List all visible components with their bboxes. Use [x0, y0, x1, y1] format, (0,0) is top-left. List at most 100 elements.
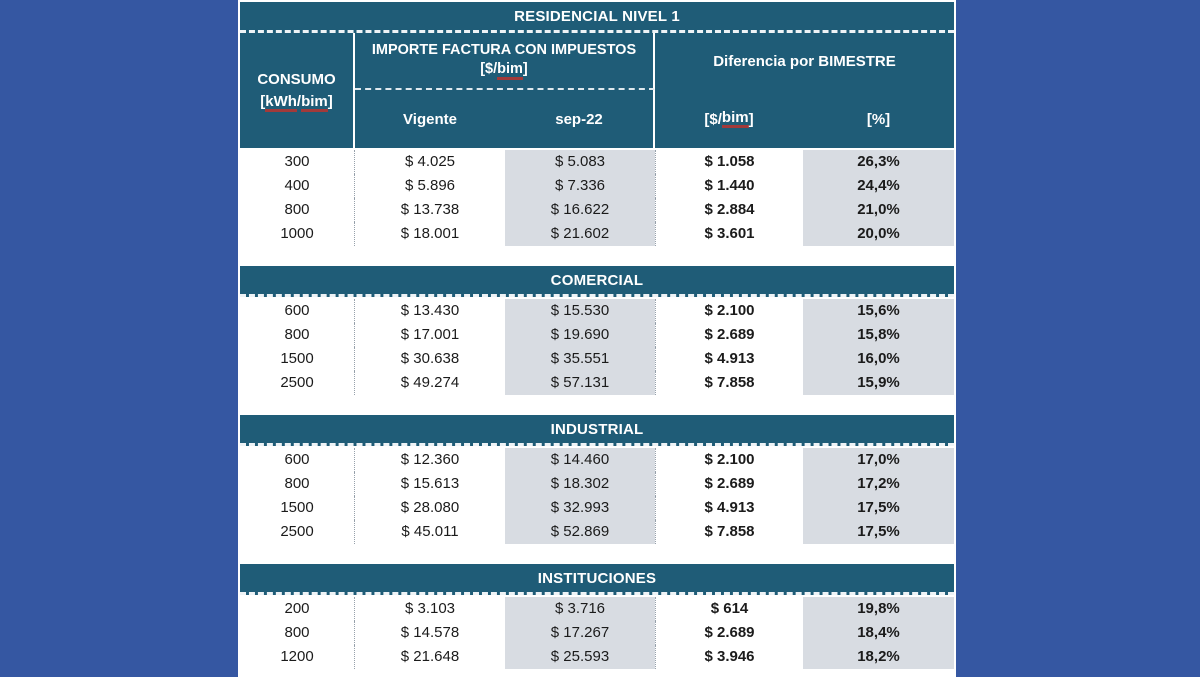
dif-bim-cell: $ 2.689 — [655, 621, 803, 645]
dif-pct-cell: 15,9% — [803, 371, 954, 395]
consumo-cell: 1500 — [240, 347, 355, 371]
table-row: 2500 $ 49.274 $ 57.131 $ 7.858 15,9% — [240, 371, 954, 395]
dif-pct-cell: 18,2% — [803, 645, 954, 669]
sep22-cell: $ 18.302 — [505, 472, 655, 496]
section-gap — [240, 395, 954, 415]
sep22-cell: $ 15.530 — [505, 299, 655, 323]
dif-bim-cell: $ 3.946 — [655, 645, 803, 669]
dif-pct-cell: 21,0% — [803, 198, 954, 222]
table-row: 800 $ 15.613 $ 18.302 $ 2.689 17,2% — [240, 472, 954, 496]
dif-pct-cell: 18,4% — [803, 621, 954, 645]
dif-bim-cell: $ 2.100 — [655, 299, 803, 323]
divider — [240, 446, 954, 448]
dif-bim-cell: $ 2.689 — [655, 472, 803, 496]
section-title: COMERCIAL — [550, 271, 644, 289]
table-row: 800 $ 13.738 $ 16.622 $ 2.884 21,0% — [240, 198, 954, 222]
table-row: 800 $ 14.578 $ 17.267 $ 2.689 18,4% — [240, 621, 954, 645]
consumo-cell: 800 — [240, 198, 355, 222]
dif-pct-cell: 16,0% — [803, 347, 954, 371]
column-group-importe: IMPORTE FACTURA CON IMPUESTOS [$/bim] — [355, 33, 655, 90]
sep22-cell: $ 35.551 — [505, 347, 655, 371]
consumo-cell: 800 — [240, 472, 355, 496]
sep22-cell: $ 5.083 — [505, 150, 655, 174]
vigente-cell: $ 28.080 — [400, 499, 460, 516]
section-title: INSTITUCIONES — [537, 569, 657, 587]
sep22-cell: $ 25.593 — [505, 645, 655, 669]
section-band-instituciones: INSTITUCIONES — [240, 564, 954, 595]
consumo-cell: 600 — [240, 448, 355, 472]
vigente-cell: $ 14.578 — [400, 624, 460, 641]
consumo-cell: 800 — [240, 323, 355, 347]
consumo-cell: 2500 — [240, 520, 355, 544]
dif-bim-cell: $ 1.058 — [655, 150, 803, 174]
dif-bim-cell: $ 614 — [655, 597, 803, 621]
table-row: 600 $ 12.360 $ 14.460 $ 2.100 17,0% — [240, 448, 954, 472]
table-row: 1000 $ 18.001 $ 21.602 $ 3.601 20,0% — [240, 222, 954, 246]
sep22-cell: $ 21.602 — [505, 222, 655, 246]
divider — [240, 595, 954, 597]
dif-pct-cell: 15,8% — [803, 323, 954, 347]
dif-bim-cell: $ 2.689 — [655, 323, 803, 347]
vigente-cell: $ 5.896 — [404, 177, 456, 194]
vigente-cell: $ 30.638 — [400, 350, 460, 367]
section-band-residencial: RESIDENCIAL NIVEL 1 — [240, 2, 954, 33]
sep22-cell: $ 32.993 — [505, 496, 655, 520]
vigente-cell: $ 49.274 — [400, 374, 460, 391]
sep22-cell: $ 52.869 — [505, 520, 655, 544]
section-gap — [240, 544, 954, 564]
table-row: 200 $ 3.103 $ 3.716 $ 614 19,8% — [240, 597, 954, 621]
dif-pct-cell: 17,5% — [803, 496, 954, 520]
dif-bim-cell: $ 3.601 — [655, 222, 803, 246]
section-gap — [240, 246, 954, 266]
consumo-cell: 600 — [240, 299, 355, 323]
importe-unit: [$/bim] — [480, 60, 528, 81]
consumo-cell: 1500 — [240, 496, 355, 520]
dif-bim-cell: $ 1.440 — [655, 174, 803, 198]
column-header-dif-bim: [$/bim] — [704, 108, 754, 129]
section-band-comercial: COMERCIAL — [240, 266, 954, 297]
dif-bim-cell: $ 2.100 — [655, 448, 803, 472]
consumo-cell: 1200 — [240, 645, 355, 669]
vigente-cell: $ 45.011 — [401, 523, 459, 540]
sep22-cell: $ 17.267 — [505, 621, 655, 645]
consumo-label: CONSUMO — [257, 70, 336, 88]
column-group-diferencia: Diferencia por BIMESTRE — [655, 33, 954, 90]
vigente-cell: $ 13.430 — [400, 302, 460, 319]
column-header-sep22: sep-22 — [505, 90, 655, 148]
section-band-industrial: INDUSTRIAL — [240, 415, 954, 446]
vigente-cell: $ 3.103 — [404, 600, 456, 617]
dif-pct-cell: 26,3% — [803, 150, 954, 174]
underlined-kwh: kWh — [265, 93, 297, 113]
underlined-bim: bim — [497, 61, 523, 81]
sep22-cell: $ 16.622 — [505, 198, 655, 222]
consumo-cell: 300 — [240, 150, 355, 174]
dif-bim-cell: $ 4.913 — [655, 496, 803, 520]
consumo-unit: [kWh/bim] — [260, 91, 333, 113]
table-row: 400 $ 5.896 $ 7.336 $ 1.440 24,4% — [240, 174, 954, 198]
table-row: 1500 $ 28.080 $ 32.993 $ 4.913 17,5% — [240, 496, 954, 520]
sep22-cell: $ 19.690 — [505, 323, 655, 347]
table-bottom-fill — [240, 669, 954, 677]
divider — [240, 297, 954, 299]
dif-pct-cell: 20,0% — [803, 222, 954, 246]
consumo-cell: 200 — [240, 597, 355, 621]
sep22-cell: $ 7.336 — [505, 174, 655, 198]
header-group-row: IMPORTE FACTURA CON IMPUESTOS [$/bim] Di… — [355, 33, 954, 90]
consumo-cell: 1000 — [240, 222, 355, 246]
vigente-cell: $ 4.025 — [404, 153, 456, 170]
dif-pct-cell: 19,8% — [803, 597, 954, 621]
diferencia-label: Diferencia por BIMESTRE — [713, 53, 896, 70]
dif-bim-cell: $ 7.858 — [655, 520, 803, 544]
table-row: 800 $ 17.001 $ 19.690 $ 2.689 15,8% — [240, 323, 954, 347]
table-row: 2500 $ 45.011 $ 52.869 $ 7.858 17,5% — [240, 520, 954, 544]
underlined-bim: bim — [721, 109, 749, 129]
sep22-cell: $ 3.716 — [505, 597, 655, 621]
dif-pct-cell: 17,0% — [803, 448, 954, 472]
dif-pct-cell: 17,2% — [803, 472, 954, 496]
column-header-pct: [%] — [866, 110, 891, 128]
vigente-cell: $ 17.001 — [400, 326, 460, 343]
dif-pct-cell: 17,5% — [803, 520, 954, 544]
sep22-cell: $ 57.131 — [505, 371, 655, 395]
table-row: 1500 $ 30.638 $ 35.551 $ 4.913 16,0% — [240, 347, 954, 371]
